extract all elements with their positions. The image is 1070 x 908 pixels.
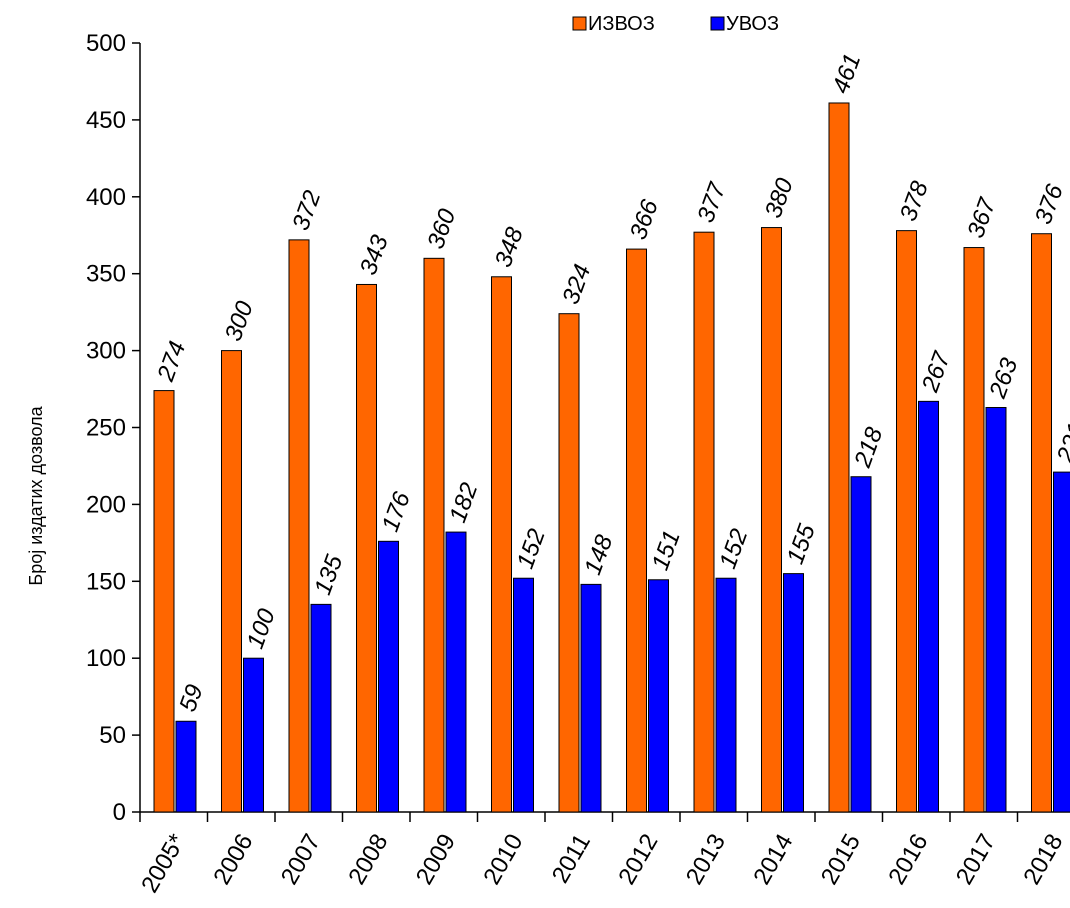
bar-export — [491, 276, 512, 813]
x-tick-label: 2009 — [411, 830, 461, 890]
x-tick-label: 2014 — [748, 830, 798, 890]
legend: ИЗВОЗ УВОЗ — [572, 13, 779, 35]
data-label-export: 367 — [962, 193, 1002, 241]
legend-swatch-import — [710, 16, 725, 31]
data-label-import: 152 — [714, 525, 753, 572]
data-label-export: 366 — [625, 196, 664, 243]
x-tick-label: 2008 — [343, 830, 393, 890]
data-label-export: 360 — [422, 205, 461, 252]
bar-import — [445, 531, 467, 813]
bar-import — [918, 400, 939, 813]
bar-import — [985, 407, 1007, 813]
y-tick-label: 50 — [99, 722, 126, 749]
bar-import — [648, 579, 669, 813]
legend-label-import: УВОЗ — [726, 13, 779, 35]
data-label-export: 378 — [895, 177, 934, 224]
legend-label-export: ИЗВОЗ — [588, 13, 655, 35]
data-label-import: 151 — [647, 527, 686, 574]
x-tick-label: 2007 — [276, 830, 326, 890]
bar-export — [626, 248, 647, 813]
bar-export — [356, 283, 377, 813]
data-label-import: 100 — [242, 605, 281, 652]
bar-import — [378, 540, 399, 813]
y-tick-label: 500 — [86, 30, 126, 57]
bar-export — [423, 257, 445, 813]
bar-export — [761, 227, 782, 813]
y-tick-label: 0 — [113, 799, 126, 826]
bar-export — [558, 313, 580, 813]
legend-swatch-export — [572, 16, 587, 31]
bar-import — [1053, 471, 1070, 813]
data-label-export: 377 — [692, 178, 732, 226]
y-tick-label: 200 — [86, 491, 126, 518]
y-tick-label: 250 — [86, 415, 126, 442]
data-label-import: 59 — [174, 681, 209, 715]
data-label-export: 324 — [557, 261, 596, 308]
data-label-export: 300 — [220, 297, 259, 344]
data-label-import: 176 — [377, 488, 416, 535]
y-tick-label: 350 — [86, 261, 126, 288]
data-label-export: 274 — [152, 338, 191, 386]
y-tick-label: 150 — [86, 568, 126, 595]
bar-import — [783, 573, 804, 813]
data-label-import: 135 — [309, 551, 348, 598]
data-label-import: 221 — [1051, 419, 1070, 467]
bar-import — [310, 603, 332, 813]
y-tick-label: 300 — [86, 338, 126, 365]
y-tick-label: 400 — [86, 184, 126, 211]
bar-export — [288, 239, 310, 813]
data-label-export: 372 — [287, 187, 326, 234]
bar-import — [580, 583, 602, 813]
x-tick-label: 2018 — [1018, 830, 1068, 890]
data-label-import: 182 — [444, 479, 483, 526]
bar-export — [963, 247, 985, 813]
bar-export — [1031, 233, 1052, 813]
bar-export — [693, 231, 715, 813]
x-tick-label: 2016 — [883, 830, 933, 890]
y-tick-label: 450 — [86, 107, 126, 134]
x-tick-label: 2017 — [951, 830, 1001, 890]
data-label-export: 376 — [1030, 180, 1069, 227]
x-tick-label: 2010 — [478, 830, 528, 890]
data-label-import: 218 — [849, 423, 889, 471]
bar-export — [153, 390, 175, 813]
y-axis-title: Број издатих дозвола — [26, 405, 46, 585]
bar-export — [828, 102, 850, 813]
x-tick-label: 2011 — [547, 830, 596, 888]
x-tick-label: 2006 — [208, 830, 258, 890]
bar-export — [221, 350, 242, 813]
bar-import — [175, 720, 197, 813]
data-label-export: 343 — [355, 231, 394, 278]
y-tick-label: 100 — [86, 645, 126, 672]
data-label-import: 263 — [984, 354, 1024, 402]
data-label-import: 267 — [916, 347, 956, 396]
x-tick-label: 2005* — [136, 830, 191, 898]
data-label-export: 380 — [760, 174, 799, 221]
bar-import — [243, 657, 264, 813]
data-label-import: 148 — [579, 531, 618, 578]
x-tick-label: 2012 — [613, 830, 663, 890]
bar-import — [513, 577, 534, 813]
data-label-export: 348 — [490, 223, 529, 270]
bar-export — [896, 230, 917, 813]
x-tick-label: 2015 — [816, 830, 866, 890]
data-label-export: 461 — [827, 50, 866, 97]
x-tick-label: 2013 — [681, 830, 731, 890]
plot-area: 0 50 100 150 200 250 300 350 400 450 500 274 59 2005*… — [86, 30, 1070, 897]
bar-import — [715, 577, 737, 813]
data-label-import: 155 — [782, 520, 821, 567]
bar-import — [850, 476, 872, 813]
data-label-import: 152 — [512, 525, 551, 572]
